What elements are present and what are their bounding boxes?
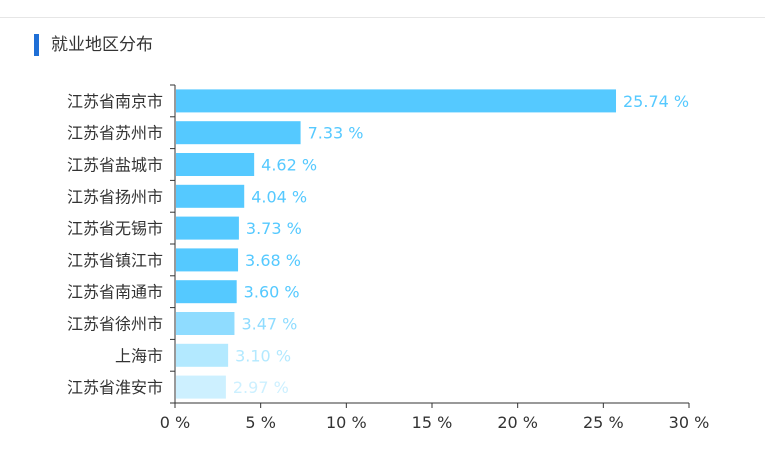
value-label: 3.73 % — [246, 219, 302, 238]
x-tick-label: 30 % — [669, 413, 710, 432]
category-label: 江苏省镇江市 — [67, 251, 163, 270]
section-header: 就业地区分布 — [34, 34, 153, 56]
value-label: 3.47 % — [241, 315, 297, 334]
bar — [176, 216, 239, 240]
category-label: 上海市 — [115, 346, 163, 365]
category-label: 江苏省盐城市 — [67, 156, 163, 175]
x-tick-label: 0 % — [160, 413, 190, 432]
bar — [176, 153, 255, 176]
category-label: 江苏省苏州市 — [67, 124, 163, 143]
value-label: 7.33 % — [308, 124, 364, 143]
category-label: 江苏省南京市 — [67, 92, 163, 111]
section-title: 就业地区分布 — [51, 35, 153, 55]
x-tick-label: 10 % — [326, 413, 367, 432]
value-label: 25.74 % — [623, 92, 689, 111]
value-label: 3.60 % — [244, 283, 300, 302]
category-label: 江苏省扬州市 — [67, 187, 163, 206]
category-label: 江苏省无锡市 — [67, 219, 163, 238]
value-label: 2.97 % — [233, 378, 289, 397]
bar — [176, 89, 617, 113]
category-label: 江苏省淮安市 — [67, 378, 163, 397]
bar — [176, 375, 226, 399]
value-label: 4.04 % — [251, 187, 307, 206]
bar — [176, 121, 301, 145]
value-label: 4.62 % — [261, 156, 317, 175]
bar — [176, 280, 237, 304]
x-tick-label: 15 % — [412, 413, 453, 432]
title-accent-bar — [34, 34, 39, 56]
category-label: 江苏省徐州市 — [67, 315, 163, 334]
x-tick-label: 25 % — [583, 413, 624, 432]
bar — [176, 184, 245, 208]
value-label: 3.10 % — [235, 346, 291, 365]
bar — [176, 312, 235, 335]
value-label: 3.68 % — [245, 251, 301, 270]
category-label: 江苏省南通市 — [67, 283, 163, 302]
x-tick-label: 5 % — [245, 413, 275, 432]
top-divider — [0, 17, 765, 18]
x-tick-label: 20 % — [497, 413, 538, 432]
bar — [176, 248, 239, 272]
bar — [176, 343, 229, 367]
